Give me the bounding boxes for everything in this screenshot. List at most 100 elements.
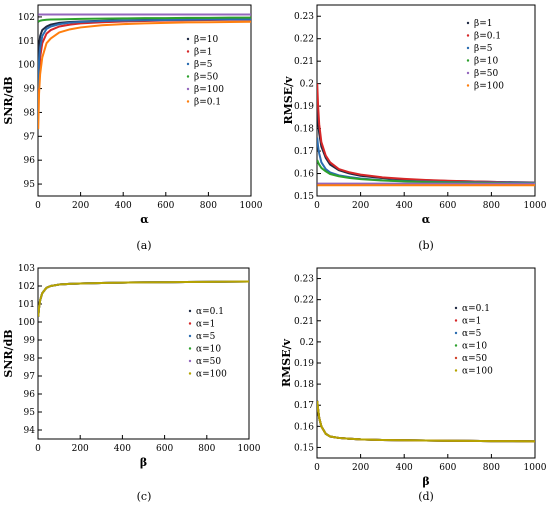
legend-marker [466, 84, 470, 87]
series-group [317, 400, 535, 443]
series-line-α=10 [317, 400, 535, 443]
series-group [317, 83, 535, 187]
legend-marker [466, 71, 470, 75]
y-tick-label: 0.2 [300, 80, 314, 90]
x-tick-label: 200 [352, 201, 369, 211]
y-tick-label: 101 [18, 37, 35, 47]
x-tick-label: 1000 [240, 201, 263, 211]
x-tick-label: 1000 [238, 444, 261, 454]
legend-entry: α=5 [196, 332, 216, 342]
x-tick-label: 800 [483, 201, 500, 211]
y-tick-label: 0.17 [294, 401, 314, 411]
legend-entry: β=10 [194, 35, 218, 45]
legend-entry: β=0.1 [474, 32, 501, 42]
legend-entry: β=100 [474, 82, 504, 92]
series-line-β=5 [317, 137, 535, 184]
series-line-α=1 [317, 400, 535, 443]
series-line-α=100 [38, 280, 249, 317]
x-axis-label: β [422, 475, 429, 488]
legend-entry: α=10 [196, 345, 221, 355]
x-tick-label: 1000 [524, 463, 547, 473]
legend: α=0.1 α=1 α=5 α=10 α=50 α=100 [454, 304, 493, 377]
legend-marker [454, 369, 458, 372]
plot-frame [316, 267, 536, 459]
y-tick-label: 99 [24, 85, 36, 95]
series-line-β=0.1 [38, 20, 251, 130]
y-tick-label: 98 [24, 108, 36, 118]
legend-marker [188, 334, 192, 338]
legend: β=1 β=0.1 β=5 β=10 β=50 β=100 [466, 19, 504, 92]
plot-frame [316, 4, 536, 197]
y-tick-label: 100 [18, 318, 35, 328]
legend-entry: α=5 [462, 329, 482, 339]
y-tick-label: 98 [24, 354, 36, 364]
legend-marker [466, 34, 470, 37]
y-tick-label: 0.19 [294, 102, 314, 112]
x-tick-label: 800 [198, 444, 215, 454]
x-tick-label: 400 [396, 463, 413, 473]
x-axis-label: β [140, 456, 147, 469]
legend: β=10 β=1 β=5 β=50 β=100 β=0.1 [186, 35, 224, 108]
legend-marker [454, 306, 458, 310]
x-tick-label: 800 [200, 201, 217, 211]
panel-caption: (c) [137, 490, 152, 503]
y-tick-label: 0.16 [294, 422, 314, 432]
y-tick-label: 0.23 [294, 12, 314, 22]
x-axis-label: α [140, 213, 149, 226]
x-tick-label: 600 [157, 201, 174, 211]
legend-marker [188, 347, 192, 350]
series-line-β=5 [38, 18, 251, 89]
legend-entry: α=10 [462, 342, 487, 352]
y-tick-label: 95 [24, 180, 36, 190]
series-group [38, 280, 249, 317]
y-tick-label: 96 [24, 390, 36, 400]
y-tick-label: 97 [24, 372, 36, 382]
y-tick-label: 0.15 [294, 443, 314, 453]
x-tick-label: 400 [396, 201, 413, 211]
y-tick-label: 0.2 [300, 338, 314, 348]
y-tick-label: 0.22 [294, 35, 314, 45]
series-group [38, 13, 251, 130]
legend-entry: β=50 [474, 69, 498, 79]
legend-entry: β=0.1 [194, 98, 221, 108]
legend-entry: β=10 [474, 57, 498, 67]
x-tick-label: 1000 [524, 201, 547, 211]
legend-marker [186, 75, 190, 78]
legend-entry: α=50 [196, 357, 221, 367]
legend-entry: α=1 [462, 317, 481, 327]
y-tick-label: 0.15 [294, 192, 314, 202]
panel-caption: (d) [418, 490, 434, 503]
legend-marker [466, 46, 470, 50]
series-line-β=50 [38, 16, 251, 23]
legend-marker [188, 322, 192, 325]
legend-marker [466, 59, 470, 62]
legend-marker [454, 319, 458, 322]
legend-marker [186, 50, 190, 53]
x-tick-label: 0 [314, 463, 320, 473]
legend-entry: α=0.1 [462, 304, 490, 314]
y-tick-label: 0.18 [294, 125, 314, 135]
series-line-β=0.1 [317, 83, 535, 184]
y-tick-label: 95 [24, 408, 36, 418]
x-tick-label: 0 [35, 444, 41, 454]
legend-marker [454, 356, 458, 360]
x-tick-label: 200 [72, 201, 89, 211]
x-tick-label: 200 [72, 444, 89, 454]
legend-marker [186, 87, 190, 91]
legend-entry: α=100 [462, 367, 493, 377]
y-tick-label: 103 [18, 264, 35, 274]
legend-entry: β=50 [194, 73, 218, 83]
legend-entry: β=5 [474, 44, 493, 54]
y-axis-label: SNR/dB [2, 76, 15, 124]
legend-marker [466, 21, 470, 25]
y-tick-label: 0.22 [294, 296, 314, 306]
x-tick-label: 600 [156, 444, 173, 454]
legend-entry: β=5 [194, 60, 213, 70]
panel-a: 0 200 400 600 800 1000 95 96 97 98 99 100 101 102 α SNR… [2, 4, 263, 226]
y-axis-label: RMSE/v [282, 76, 295, 125]
x-tick-label: 800 [483, 463, 500, 473]
legend-marker [188, 309, 192, 313]
y-tick-label: 0.19 [294, 359, 314, 369]
series-line-α=0.1 [317, 400, 535, 443]
y-tick-label: 102 [18, 282, 35, 292]
